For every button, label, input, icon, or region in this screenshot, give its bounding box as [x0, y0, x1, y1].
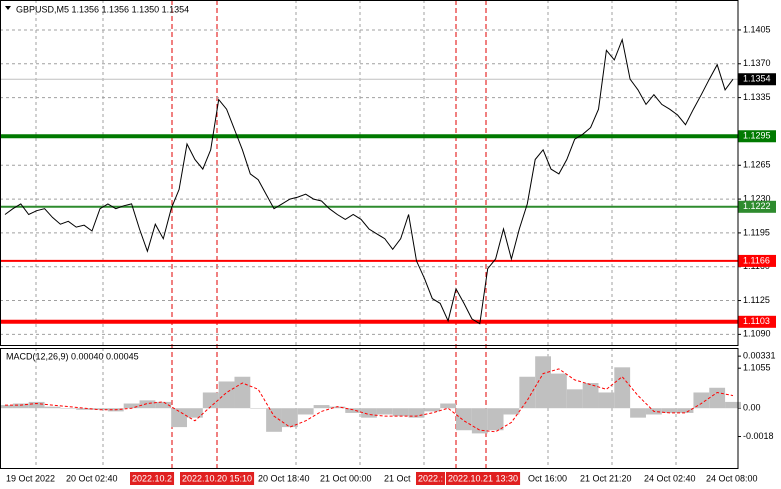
macd-bar [155, 401, 172, 409]
macd-bar [76, 408, 93, 410]
macd-title: MACD(12,26,9) 0.00040 0.00045 [6, 351, 139, 361]
time-grid [35, 0, 677, 468]
level-label: 1.1103 [743, 316, 770, 326]
x-tick-label: 21 Oct 00:00 [320, 473, 372, 483]
macd-bar [614, 367, 631, 409]
macd-bar [234, 376, 251, 409]
y-tick-label: 0.00331 [743, 351, 776, 361]
macd-bar [171, 408, 187, 428]
level-label-box [738, 200, 776, 213]
x-label-highlight [130, 472, 175, 485]
y-tick-label: 0.00 [743, 403, 761, 413]
y-tick-label: 1.1125 [743, 295, 770, 305]
macd-bar [630, 408, 646, 418]
price-line [4, 37, 734, 325]
macd-bar [187, 408, 203, 418]
macd-bar [123, 403, 140, 409]
x-tick-label: 2022.10.20 15:10 [182, 473, 252, 483]
x-label-highlight [180, 472, 255, 485]
macd-bar [392, 408, 409, 417]
macd-bar [313, 405, 330, 409]
x-label-highlight [446, 472, 521, 485]
main-frame [0, 0, 739, 346]
macd-bar [0, 405, 13, 409]
x-tick-label: 21 Oct [384, 473, 411, 483]
macd-bar [535, 356, 551, 409]
x-tick-label: 19 Oct 2022 [6, 473, 55, 483]
macd-bar [661, 408, 678, 413]
signal-lines [171, 0, 487, 468]
macd-bar [361, 408, 377, 418]
macd-bar [677, 408, 694, 413]
y-tick-label: 1.1405 [743, 24, 771, 34]
macd-bar [519, 376, 536, 409]
x-tick-label: 24 Oct 08:00 [706, 473, 758, 483]
macd-bar [139, 400, 156, 409]
x-tick-label: 24 Oct 02:40 [644, 473, 696, 483]
title-arrow [5, 6, 11, 10]
x-tick-label: 2022.10.21 13:30 [448, 473, 518, 483]
macd-bar [345, 408, 362, 413]
x-tick-label: 2022.10.2 [132, 473, 172, 483]
macd-bar [329, 406, 346, 409]
y-tick-label: -0.0018 [743, 431, 774, 441]
level-label-box [738, 130, 776, 143]
macd-bar [12, 403, 29, 409]
macd-bar [566, 389, 583, 409]
macd-bar [297, 408, 314, 415]
last-price-box [738, 73, 776, 86]
macd-bar [725, 401, 741, 409]
x-label-highlight [416, 472, 446, 485]
y-tick-label: 1.1195 [743, 227, 770, 237]
macd-bar [218, 381, 235, 409]
last-price-label: 1.1354 [743, 74, 771, 84]
macd-bar [709, 387, 726, 409]
macd-bar [408, 408, 425, 418]
macd-frame [0, 348, 739, 469]
x-tick-label: 21 Oct 21:20 [580, 473, 632, 483]
y-tick-label: 1.1090 [743, 329, 771, 339]
y-tick-label: 1.1230 [743, 193, 771, 203]
level-label: 1.1166 [743, 255, 770, 265]
x-tick-label: Oct 16:00 [528, 473, 567, 483]
level-label-box [738, 315, 776, 328]
chart-title: GBPUSD,M5 1.1356 1.1356 1.1350 1.1354 [16, 4, 189, 14]
macd-bar [551, 373, 567, 409]
macd-bar [376, 408, 393, 415]
macd-bar [28, 401, 45, 409]
macd-bar [92, 408, 108, 410]
macd-bar [471, 408, 488, 434]
signal-line [5, 368, 734, 433]
macd-bar [503, 408, 520, 415]
macd-bar [266, 408, 282, 432]
macd-bar [440, 403, 457, 409]
x-tick-label: 2022.: [418, 473, 443, 483]
level-label: 1.1295 [743, 131, 771, 141]
y-tick-label: 1.1265 [743, 160, 771, 170]
macd-bar [582, 383, 599, 409]
y-tick-label: 1.1335 [743, 92, 771, 102]
y-tick-label: 1.1370 [743, 58, 771, 68]
macd-bar [281, 408, 298, 428]
level-label-box [738, 254, 776, 267]
x-tick-label: 20 Oct 02:40 [66, 473, 118, 483]
macd-bar [60, 408, 77, 409]
macd-bar [693, 392, 710, 409]
macd-bar [456, 408, 472, 431]
macd-bar [202, 392, 219, 409]
macd-bar [44, 406, 61, 409]
macd-bar [424, 408, 441, 412]
level-label: 1.1222 [743, 201, 771, 211]
macd-bar [487, 408, 504, 431]
x-tick-label: 20 Oct 18:40 [258, 473, 310, 483]
y-tick-label: 1.1055 [743, 363, 771, 373]
macd-bar [598, 392, 615, 409]
macd-bar [250, 408, 267, 409]
